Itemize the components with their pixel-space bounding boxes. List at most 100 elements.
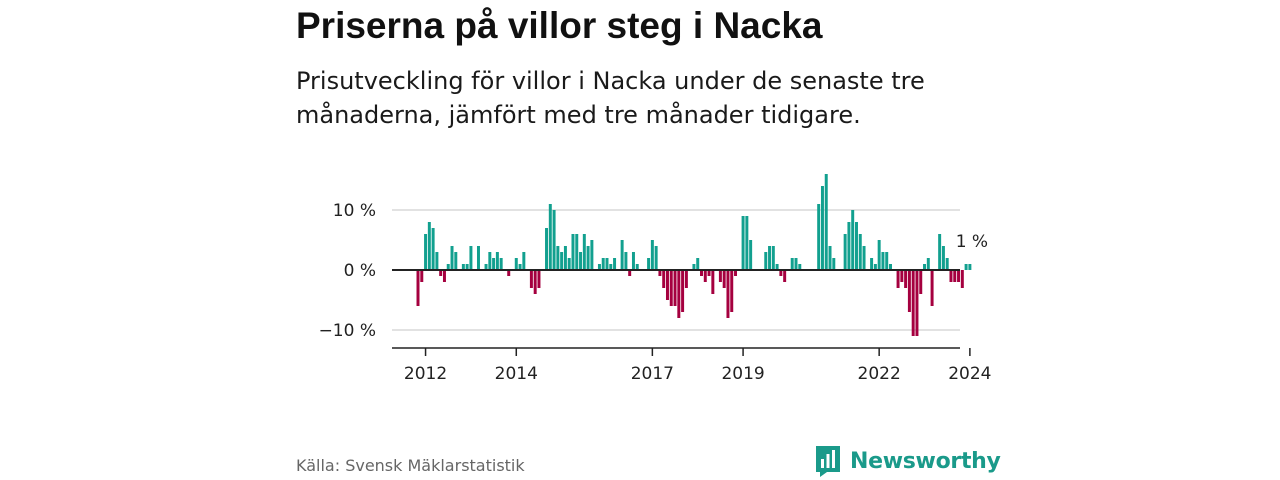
bar <box>560 252 564 270</box>
bar <box>783 270 787 282</box>
bar <box>628 270 632 276</box>
bar <box>794 258 798 270</box>
bar <box>601 258 605 270</box>
bar <box>586 246 590 270</box>
bar <box>900 270 904 282</box>
bar <box>507 270 511 276</box>
bar <box>590 240 594 270</box>
bar <box>442 270 446 282</box>
bar <box>711 270 715 294</box>
bar <box>923 264 927 270</box>
bar <box>620 240 624 270</box>
page-title: Priserna på villor steg i Nacka <box>296 5 823 46</box>
bar <box>718 270 722 282</box>
bar <box>851 210 855 270</box>
x-tick-label: 2022 <box>858 364 901 384</box>
bar <box>832 258 836 270</box>
bar <box>654 246 658 270</box>
bar <box>605 258 609 270</box>
bar <box>533 270 537 294</box>
bar <box>556 246 560 270</box>
bar <box>624 252 628 270</box>
bar <box>873 264 877 270</box>
last-value-label: 1 % <box>956 232 988 252</box>
bar <box>870 258 874 270</box>
bar <box>843 234 847 270</box>
bar <box>768 246 772 270</box>
bar <box>960 270 964 288</box>
bar <box>439 270 443 276</box>
bar <box>953 270 957 282</box>
bar <box>446 264 450 270</box>
y-tick-label: 0 % <box>344 261 376 281</box>
bar <box>435 252 439 270</box>
bar <box>707 270 711 276</box>
bar <box>828 246 832 270</box>
bar <box>597 264 601 270</box>
bar <box>476 246 480 270</box>
bar <box>945 258 949 270</box>
bar <box>775 264 779 270</box>
bar <box>582 234 586 270</box>
bar <box>469 246 473 270</box>
bar <box>726 270 730 318</box>
bar <box>907 270 911 312</box>
bar <box>877 240 881 270</box>
x-tick-label: 2019 <box>721 364 764 384</box>
bar <box>522 252 526 270</box>
bar <box>889 264 892 270</box>
bar <box>745 216 749 270</box>
bar <box>968 264 972 270</box>
bar <box>817 204 821 270</box>
x-tick-label: 2014 <box>495 364 538 384</box>
bar <box>514 258 518 270</box>
bar <box>790 258 794 270</box>
bar <box>904 270 908 288</box>
bar <box>631 252 635 270</box>
bar <box>964 264 968 270</box>
bar <box>798 264 802 270</box>
bar <box>495 252 499 270</box>
bar <box>684 270 688 288</box>
bar <box>926 258 930 270</box>
bar <box>930 270 934 306</box>
bar <box>658 270 662 276</box>
bar <box>749 240 753 270</box>
bar <box>548 204 552 270</box>
bar <box>824 174 828 270</box>
bar <box>465 264 469 270</box>
bar <box>696 258 700 270</box>
bar <box>734 270 738 276</box>
bar <box>537 270 541 288</box>
bar <box>881 252 885 270</box>
brand-name: Newsworthy <box>850 448 1001 474</box>
bar <box>575 234 579 270</box>
bar <box>722 270 726 288</box>
source-text: Källa: Svensk Mäklarstatistik <box>296 456 525 475</box>
bar <box>764 252 768 270</box>
bar <box>919 270 923 294</box>
bar <box>957 270 961 282</box>
bar <box>938 234 942 270</box>
bar <box>779 270 783 276</box>
x-tick-label: 2024 <box>948 364 991 384</box>
bar <box>427 222 431 270</box>
bar <box>484 264 488 270</box>
bar <box>579 252 583 270</box>
bar <box>461 264 465 270</box>
bar <box>730 270 734 312</box>
bar <box>518 264 522 270</box>
y-tick-label: −10 % <box>319 321 376 341</box>
bar <box>650 240 654 270</box>
bar <box>454 252 458 270</box>
bar <box>862 246 866 270</box>
bar <box>896 270 900 288</box>
bar <box>820 186 824 270</box>
bar <box>854 222 858 270</box>
bar <box>703 270 707 282</box>
bar-chart-logo-icon <box>816 446 840 477</box>
bar <box>941 246 945 270</box>
bar <box>677 270 681 318</box>
page-subtitle: Prisutveckling för villor i Nacka under … <box>296 67 925 129</box>
bar <box>741 216 745 270</box>
